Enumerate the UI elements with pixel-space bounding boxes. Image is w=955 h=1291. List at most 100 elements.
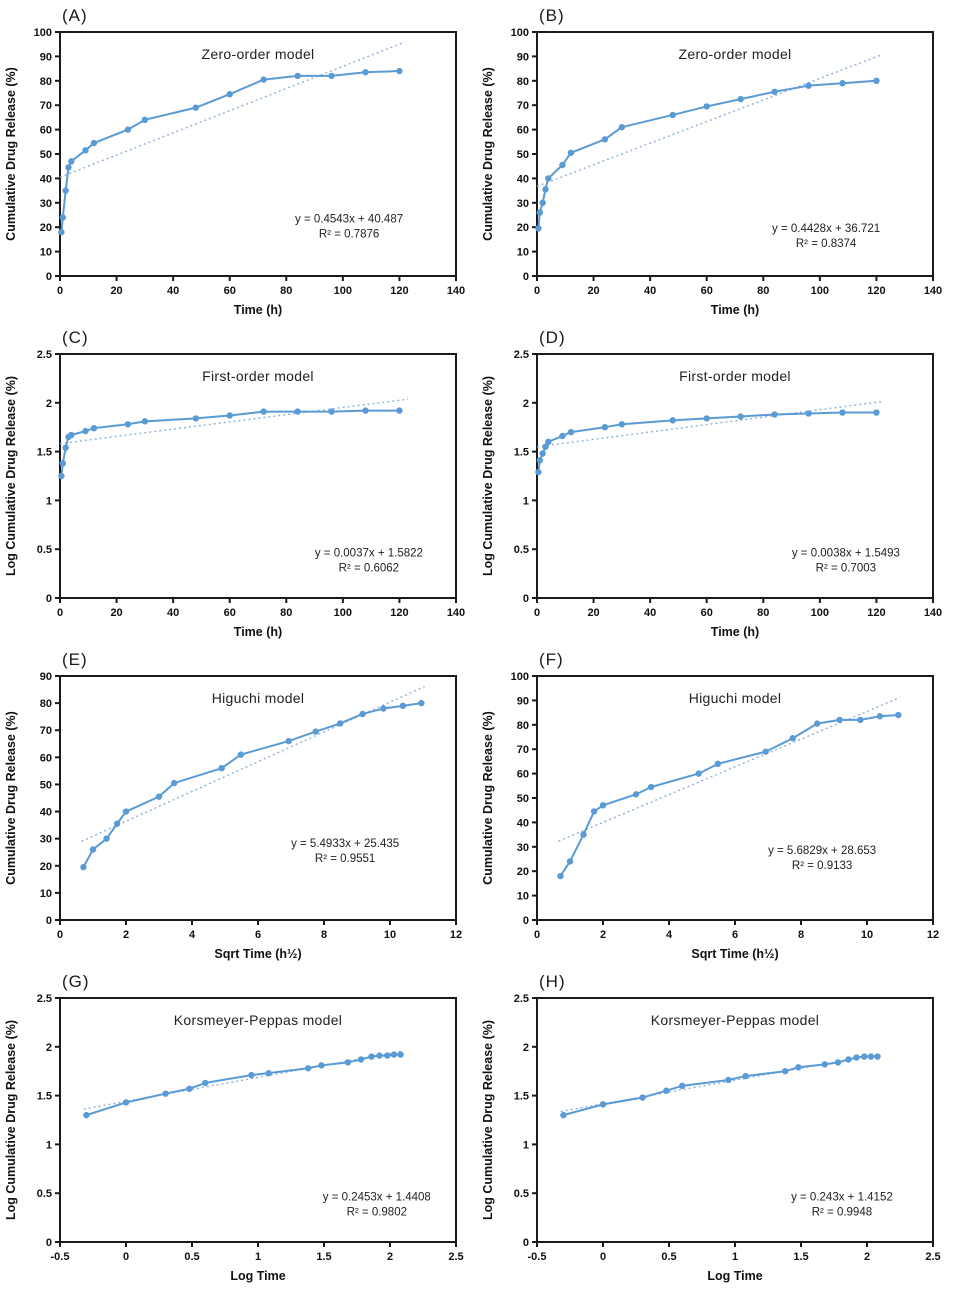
svg-text:y = 0.0038x + 1.5493: y = 0.0038x + 1.5493 — [792, 548, 900, 560]
svg-text:0.5: 0.5 — [514, 544, 529, 556]
svg-text:0: 0 — [123, 1251, 129, 1263]
svg-text:Log Cumulative Drug Release (%: Log Cumulative Drug Release (%) — [4, 1020, 18, 1220]
svg-text:140: 140 — [924, 285, 942, 297]
svg-text:0: 0 — [534, 929, 540, 941]
svg-text:40: 40 — [517, 173, 529, 185]
svg-text:0.5: 0.5 — [37, 1188, 52, 1200]
svg-text:12: 12 — [927, 929, 939, 941]
svg-text:Cumulative Drug Release (%): Cumulative Drug Release (%) — [4, 67, 18, 241]
panel-label: (E) — [62, 650, 88, 669]
svg-text:R² = 0.8374: R² = 0.8374 — [796, 238, 857, 250]
svg-text:50: 50 — [517, 149, 529, 161]
svg-text:20: 20 — [40, 222, 52, 234]
chart-panel-g: (G) -0.5 0 0.5 1 1.5 2 2.5 0 0.5 1 1.5 2 2.5 Log Time… — [0, 966, 477, 1288]
svg-text:8: 8 — [321, 929, 327, 941]
svg-text:1: 1 — [523, 495, 529, 507]
svg-text:0.5: 0.5 — [661, 1251, 676, 1263]
svg-text:80: 80 — [517, 76, 529, 88]
svg-text:y = 0.0037x + 1.5822: y = 0.0037x + 1.5822 — [315, 548, 423, 560]
svg-text:2.5: 2.5 — [37, 993, 52, 1005]
svg-text:0: 0 — [534, 607, 540, 619]
svg-text:0: 0 — [523, 593, 529, 605]
svg-text:80: 80 — [757, 607, 769, 619]
svg-text:First-order model: First-order model — [679, 368, 791, 384]
svg-text:80: 80 — [280, 607, 292, 619]
svg-text:Log Cumulative Drug Release (%: Log Cumulative Drug Release (%) — [481, 1020, 495, 1220]
svg-text:1: 1 — [732, 1251, 738, 1263]
svg-text:100: 100 — [34, 27, 52, 39]
svg-text:70: 70 — [40, 725, 52, 737]
svg-text:0.5: 0.5 — [514, 1188, 529, 1200]
zero-order-chart-right: 0 20 40 60 80 100 120 140 0 10 20 30 40 50 60 70 80 90 100… — [481, 27, 942, 317]
svg-text:20: 20 — [110, 607, 122, 619]
svg-text:60: 60 — [40, 125, 52, 137]
svg-text:Log Cumulative Drug Release (%: Log Cumulative Drug Release (%) — [4, 376, 18, 576]
svg-text:0: 0 — [46, 593, 52, 605]
svg-text:-0.5: -0.5 — [528, 1251, 547, 1263]
svg-text:0: 0 — [46, 915, 52, 927]
svg-text:0: 0 — [523, 915, 529, 927]
svg-text:Time (h): Time (h) — [234, 303, 282, 317]
svg-text:20: 20 — [110, 285, 122, 297]
svg-text:70: 70 — [517, 100, 529, 112]
svg-text:40: 40 — [167, 607, 179, 619]
svg-text:R² = 0.9133: R² = 0.9133 — [792, 860, 852, 872]
svg-text:20: 20 — [587, 607, 599, 619]
svg-text:Sqrt Time (h½): Sqrt Time (h½) — [691, 947, 778, 961]
svg-text:0.5: 0.5 — [184, 1251, 199, 1263]
svg-text:40: 40 — [517, 817, 529, 829]
panel-label: (G) — [62, 972, 90, 991]
svg-text:100: 100 — [334, 285, 352, 297]
svg-text:1.5: 1.5 — [316, 1251, 331, 1263]
svg-text:90: 90 — [40, 671, 52, 683]
higuchi-chart-right: 0 2 4 6 8 10 12 0 10 20 30 40 50 60 70 80 90 100 Sqrt Time… — [481, 671, 939, 961]
svg-text:70: 70 — [517, 744, 529, 756]
chart-panel-d: (D) 0 20 40 60 80 100 120 140 0 0.5 1 1.5 2 2.5 Time (… — [477, 322, 955, 644]
svg-text:0: 0 — [57, 285, 63, 297]
svg-text:-0.5: -0.5 — [51, 1251, 70, 1263]
svg-text:120: 120 — [867, 285, 885, 297]
svg-text:100: 100 — [511, 27, 529, 39]
svg-text:1: 1 — [255, 1251, 261, 1263]
svg-text:2.5: 2.5 — [448, 1251, 463, 1263]
svg-text:80: 80 — [517, 720, 529, 732]
svg-text:20: 20 — [517, 866, 529, 878]
svg-text:0: 0 — [523, 1237, 529, 1249]
svg-text:140: 140 — [924, 607, 942, 619]
svg-text:2: 2 — [864, 1251, 870, 1263]
svg-text:80: 80 — [280, 285, 292, 297]
svg-text:30: 30 — [40, 198, 52, 210]
svg-text:Korsmeyer-Peppas model: Korsmeyer-Peppas model — [174, 1012, 342, 1028]
svg-text:0: 0 — [523, 271, 529, 283]
svg-text:80: 80 — [40, 76, 52, 88]
svg-text:100: 100 — [511, 671, 529, 683]
svg-text:8: 8 — [798, 929, 804, 941]
svg-text:0: 0 — [46, 1237, 52, 1249]
svg-text:40: 40 — [167, 285, 179, 297]
chart-panel-h: (H) -0.5 0 0.5 1 1.5 2 2.5 0 0.5 1 1.5 2 2.5 Log Time… — [477, 966, 955, 1288]
svg-text:2.5: 2.5 — [37, 349, 52, 361]
chart-panel-e: (E) 0 2 4 6 8 10 12 0 10 20 30 40 50 60 70 80 90 Sqrt Tim… — [0, 644, 477, 966]
svg-text:100: 100 — [811, 285, 829, 297]
svg-text:12: 12 — [450, 929, 462, 941]
svg-text:140: 140 — [447, 607, 465, 619]
svg-text:30: 30 — [40, 834, 52, 846]
svg-text:y = 0.4428x + 36.721: y = 0.4428x + 36.721 — [772, 223, 880, 235]
chart-panel-b: (B) 0 20 40 60 80 100 120 140 0 10 20 30 40 50 60 70 80 9… — [477, 0, 955, 322]
svg-text:50: 50 — [517, 793, 529, 805]
svg-text:Zero-order model: Zero-order model — [202, 46, 315, 62]
svg-text:60: 60 — [701, 285, 713, 297]
svg-text:R² = 0.7876: R² = 0.7876 — [319, 228, 379, 240]
svg-text:40: 40 — [644, 285, 656, 297]
zero-order-chart-left: 0 20 40 60 80 100 120 140 0 10 20 30 40 50 60 70 80 90 100… — [4, 27, 465, 317]
chart-panel-f: (F) 0 2 4 6 8 10 12 0 10 20 30 40 50 60 70 80 90 100 Sqrt … — [477, 644, 955, 966]
svg-text:Higuchi model: Higuchi model — [689, 690, 782, 706]
svg-text:60: 60 — [40, 752, 52, 764]
panel-label: (A) — [62, 6, 88, 25]
svg-text:2: 2 — [387, 1251, 393, 1263]
svg-text:Time (h): Time (h) — [234, 625, 282, 639]
svg-text:0: 0 — [600, 1251, 606, 1263]
higuchi-chart-left: 0 2 4 6 8 10 12 0 10 20 30 40 50 60 70 80 90 Sqrt Time (h… — [4, 671, 462, 961]
svg-text:Higuchi model: Higuchi model — [212, 690, 305, 706]
svg-text:Log Time: Log Time — [230, 1269, 285, 1283]
